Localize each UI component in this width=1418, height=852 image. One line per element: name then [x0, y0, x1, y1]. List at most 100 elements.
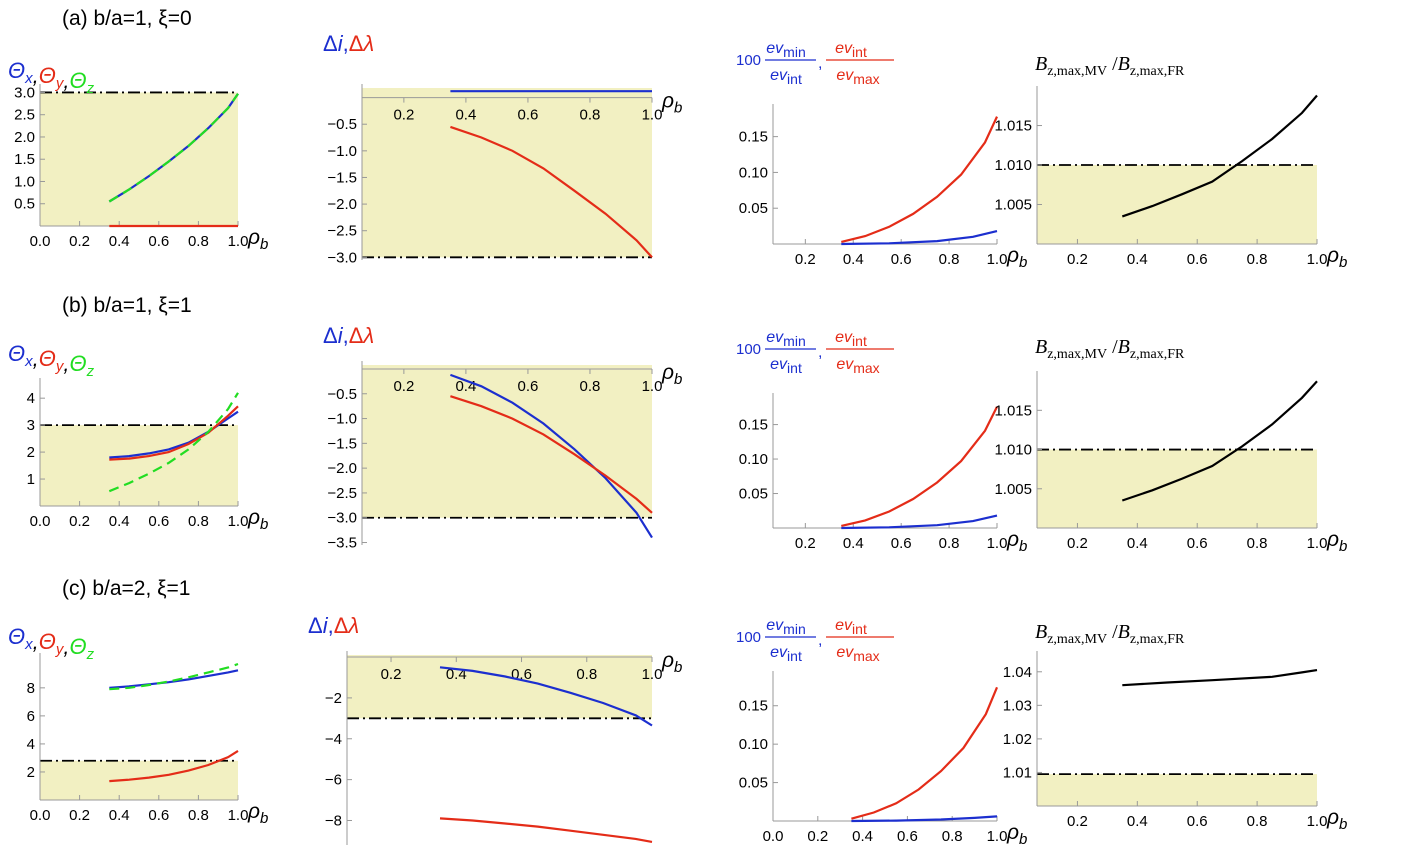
- series-line-blue: [439, 666, 653, 727]
- series-line-black: [1121, 94, 1318, 218]
- ylabel-ev-int-2: evint: [835, 40, 867, 60]
- x-tick-label: 0.8: [576, 666, 597, 683]
- ylabel-ev-prefix: 100: [736, 52, 761, 69]
- ylabel-ev-prefix: 100: [736, 629, 761, 646]
- y-tick-label: 0.05: [739, 486, 768, 503]
- x-tick-label: 0.6: [518, 107, 539, 124]
- x-tick-label: 1.0: [987, 535, 1008, 552]
- x-tick-label: 0.0: [763, 828, 784, 845]
- y-tick-label: 1.5: [14, 151, 35, 168]
- series-line-blue: [450, 373, 653, 539]
- x-tick-label: 1.0: [228, 233, 249, 250]
- y-tick-label: 3: [27, 417, 35, 434]
- y-tick-label: 1.010: [994, 157, 1032, 174]
- ylabel-ev-int-1: evint: [770, 356, 802, 376]
- ylabel-ev-int-2: evint: [835, 329, 867, 349]
- x-tick-label: 0.4: [843, 535, 864, 552]
- ylabel-ev-max: evmax: [836, 356, 879, 376]
- x-tick-label: 0.4: [1127, 251, 1148, 268]
- x-tick-label: 0.4: [109, 513, 130, 530]
- x-tick-label: 0.2: [69, 513, 90, 530]
- x-tick-label: 0.4: [843, 251, 864, 268]
- series-line-black: [1121, 380, 1318, 502]
- x-tick-label: 0.8: [188, 233, 209, 250]
- series-line-blue: [851, 815, 998, 823]
- y-tick-label: 0.5: [14, 196, 35, 213]
- ylabel-ev-comma: ,: [818, 344, 822, 361]
- x-tick-label: 0.2: [807, 828, 828, 845]
- y-tick-label: 1.04: [1003, 664, 1032, 681]
- y-tick-label: 1.015: [994, 402, 1032, 419]
- series-line-black: [1122, 669, 1318, 687]
- x-tick-label: 0.2: [69, 233, 90, 250]
- x-tick-label: 0.4: [852, 828, 873, 845]
- y-tick-label: −0.5: [327, 386, 357, 403]
- y-tick-label: 1.005: [994, 197, 1032, 214]
- series-line-red: [841, 406, 998, 527]
- x-axis-label: ρb: [1006, 528, 1027, 555]
- x-tick-label: 0.8: [939, 535, 960, 552]
- x-tick-label: 0.0: [30, 513, 51, 530]
- x-tick-label: 0.2: [1067, 535, 1088, 552]
- ylabel-ev-prefix: 100: [736, 341, 761, 358]
- x-tick-label: 0.8: [1247, 535, 1268, 552]
- x-axis-label: ρb: [1326, 806, 1347, 833]
- panel-a1: 0.51.01.52.02.53.00.0 0.2 0.4 0.6 0.8 1.0 ρbΘx…: [8, 58, 268, 253]
- y-tick-label: −1.0: [327, 143, 357, 160]
- series-line-blue: [841, 514, 998, 530]
- ylabel-ev-int-1: evint: [770, 67, 802, 87]
- series-line-green: [108, 392, 239, 493]
- y-tick-label: −1.0: [327, 411, 357, 428]
- series-line-green: [108, 93, 239, 203]
- y-tick-label: 0.10: [739, 736, 768, 753]
- y-tick-label: −3.5: [327, 535, 357, 552]
- panel-b2: −0.5−1.0−1.5−2.0−2.5−3.0−3.50.2 0.4 0.6 0.8…: [323, 323, 682, 552]
- y-tick-label: 0.10: [739, 164, 768, 181]
- y-tick-label: −2.5: [327, 485, 357, 502]
- x-axis-label: ρb: [247, 506, 268, 533]
- y-tick-label: 1.015: [994, 118, 1032, 135]
- series-line-red: [439, 817, 653, 843]
- x-tick-label: 0.6: [518, 378, 539, 395]
- y-tick-label: 8: [27, 680, 35, 697]
- panel-c3: 0.05 0.10 0.15 0.0 0.2 0.4 0.6 0.8 1.0 ρb 100 evmin…: [736, 617, 1027, 848]
- x-tick-label: 0.6: [1187, 251, 1208, 268]
- y-tick-label: 0.15: [739, 698, 768, 715]
- ylabel-ev-max: evmax: [836, 67, 879, 87]
- shaded-region: [40, 92, 238, 226]
- x-tick-label: 1.0: [642, 666, 663, 683]
- x-tick-label: 0.4: [109, 807, 130, 824]
- series-line-blue: [841, 230, 998, 246]
- shaded-region: [1037, 165, 1317, 244]
- ylabel-bratio: Bz,max,MV /Bz,max,FR: [1035, 336, 1185, 362]
- x-tick-label: 1.0: [1307, 535, 1328, 552]
- y-tick-label: 0.05: [739, 775, 768, 792]
- y-tick-label: −2.5: [327, 223, 357, 240]
- y-tick-label: 2.5: [14, 107, 35, 124]
- x-tick-label: 0.2: [393, 107, 414, 124]
- x-tick-label: 0.8: [939, 251, 960, 268]
- series-line-red: [109, 749, 239, 783]
- series-line-red: [109, 405, 239, 461]
- x-tick-label: 0.4: [455, 107, 476, 124]
- x-tick-label: 1.0: [228, 807, 249, 824]
- y-tick-label: −2: [325, 690, 342, 707]
- row-title-c: (c) b/a=2, ξ=1: [62, 577, 190, 600]
- x-axis-label: ρb: [1006, 244, 1027, 271]
- y-tick-label: −3.0: [327, 249, 357, 266]
- y-tick-label: −0.5: [327, 116, 357, 133]
- x-tick-label: 0.2: [1067, 251, 1088, 268]
- shaded-region: [362, 88, 652, 258]
- x-tick-label: 1.0: [642, 378, 663, 395]
- x-tick-label: 0.6: [1187, 813, 1208, 830]
- ylabel-ev-min: evmin: [766, 617, 805, 637]
- x-axis-label: ρb: [247, 226, 268, 253]
- y-tick-label: 1.0: [14, 173, 35, 190]
- y-tick-label: 3.0: [14, 84, 35, 101]
- x-tick-label: 1.0: [642, 107, 663, 124]
- x-axis-label: ρb: [1006, 821, 1027, 848]
- x-tick-label: 0.6: [148, 513, 169, 530]
- series-line-red: [851, 686, 999, 820]
